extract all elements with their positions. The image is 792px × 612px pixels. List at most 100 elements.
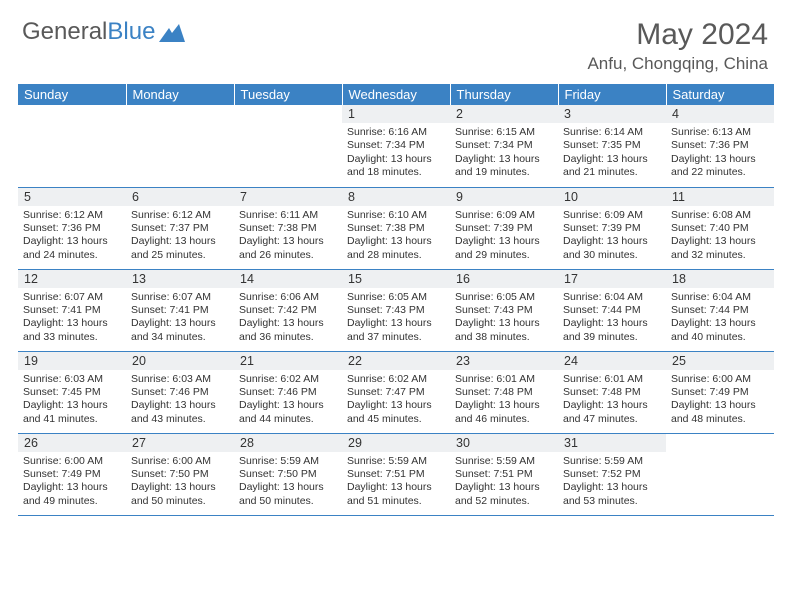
calendar-cell: 10Sunrise: 6:09 AMSunset: 7:39 PMDayligh… (558, 187, 666, 269)
calendar-cell: .. (18, 105, 126, 187)
day-info: Sunrise: 6:11 AMSunset: 7:38 PMDaylight:… (234, 206, 342, 266)
calendar-cell: .. (126, 105, 234, 187)
day-number: 17 (558, 270, 666, 288)
calendar-cell: 15Sunrise: 6:05 AMSunset: 7:43 PMDayligh… (342, 269, 450, 351)
calendar-week-row: 12Sunrise: 6:07 AMSunset: 7:41 PMDayligh… (18, 269, 774, 351)
calendar-cell: 25Sunrise: 6:00 AMSunset: 7:49 PMDayligh… (666, 351, 774, 433)
location: Anfu, Chongqing, China (587, 54, 768, 74)
weekday-header: Friday (558, 84, 666, 105)
weekday-header: Saturday (666, 84, 774, 105)
calendar-cell: 12Sunrise: 6:07 AMSunset: 7:41 PMDayligh… (18, 269, 126, 351)
day-info: Sunrise: 6:02 AMSunset: 7:47 PMDaylight:… (342, 370, 450, 430)
logo-text-2: Blue (107, 18, 155, 46)
calendar-cell: 28Sunrise: 5:59 AMSunset: 7:50 PMDayligh… (234, 433, 342, 515)
day-number: 19 (18, 352, 126, 370)
calendar-cell: 13Sunrise: 6:07 AMSunset: 7:41 PMDayligh… (126, 269, 234, 351)
calendar-cell: 30Sunrise: 5:59 AMSunset: 7:51 PMDayligh… (450, 433, 558, 515)
day-info: Sunrise: 6:06 AMSunset: 7:42 PMDaylight:… (234, 288, 342, 348)
day-info: Sunrise: 6:16 AMSunset: 7:34 PMDaylight:… (342, 123, 450, 183)
day-info: Sunrise: 6:05 AMSunset: 7:43 PMDaylight:… (450, 288, 558, 348)
day-info: Sunrise: 6:00 AMSunset: 7:49 PMDaylight:… (666, 370, 774, 430)
day-number: 20 (126, 352, 234, 370)
day-number: 31 (558, 434, 666, 452)
day-number: 28 (234, 434, 342, 452)
day-number: 11 (666, 188, 774, 206)
day-number: 8 (342, 188, 450, 206)
day-number: 23 (450, 352, 558, 370)
calendar-cell: 31Sunrise: 5:59 AMSunset: 7:52 PMDayligh… (558, 433, 666, 515)
day-info: Sunrise: 6:03 AMSunset: 7:46 PMDaylight:… (126, 370, 234, 430)
calendar-cell: 3Sunrise: 6:14 AMSunset: 7:35 PMDaylight… (558, 105, 666, 187)
calendar-cell: 27Sunrise: 6:00 AMSunset: 7:50 PMDayligh… (126, 433, 234, 515)
logo-text-1: General (22, 18, 107, 46)
day-number: 10 (558, 188, 666, 206)
calendar-cell: .. (234, 105, 342, 187)
day-number: 18 (666, 270, 774, 288)
day-info: Sunrise: 6:15 AMSunset: 7:34 PMDaylight:… (450, 123, 558, 183)
calendar-week-row: 19Sunrise: 6:03 AMSunset: 7:45 PMDayligh… (18, 351, 774, 433)
day-info: Sunrise: 6:09 AMSunset: 7:39 PMDaylight:… (558, 206, 666, 266)
day-info: Sunrise: 6:00 AMSunset: 7:49 PMDaylight:… (18, 452, 126, 512)
calendar-cell: 20Sunrise: 6:03 AMSunset: 7:46 PMDayligh… (126, 351, 234, 433)
day-info: Sunrise: 6:01 AMSunset: 7:48 PMDaylight:… (450, 370, 558, 430)
day-number: 4 (666, 105, 774, 123)
day-info: Sunrise: 6:00 AMSunset: 7:50 PMDaylight:… (126, 452, 234, 512)
day-info: Sunrise: 6:01 AMSunset: 7:48 PMDaylight:… (558, 370, 666, 430)
calendar-cell: 19Sunrise: 6:03 AMSunset: 7:45 PMDayligh… (18, 351, 126, 433)
calendar-week-row: 26Sunrise: 6:00 AMSunset: 7:49 PMDayligh… (18, 433, 774, 515)
day-info: Sunrise: 5:59 AMSunset: 7:51 PMDaylight:… (342, 452, 450, 512)
day-number: 29 (342, 434, 450, 452)
calendar-cell: 17Sunrise: 6:04 AMSunset: 7:44 PMDayligh… (558, 269, 666, 351)
calendar-cell: 4Sunrise: 6:13 AMSunset: 7:36 PMDaylight… (666, 105, 774, 187)
calendar-cell: 16Sunrise: 6:05 AMSunset: 7:43 PMDayligh… (450, 269, 558, 351)
calendar-body: ......1Sunrise: 6:16 AMSunset: 7:34 PMDa… (18, 105, 774, 515)
day-info: Sunrise: 6:04 AMSunset: 7:44 PMDaylight:… (558, 288, 666, 348)
calendar-table: SundayMondayTuesdayWednesdayThursdayFrid… (18, 84, 774, 516)
calendar-cell: 8Sunrise: 6:10 AMSunset: 7:38 PMDaylight… (342, 187, 450, 269)
calendar-cell: .. (666, 433, 774, 515)
day-info: Sunrise: 6:03 AMSunset: 7:45 PMDaylight:… (18, 370, 126, 430)
day-info: Sunrise: 6:09 AMSunset: 7:39 PMDaylight:… (450, 206, 558, 266)
calendar-cell: 23Sunrise: 6:01 AMSunset: 7:48 PMDayligh… (450, 351, 558, 433)
weekday-header: Thursday (450, 84, 558, 105)
day-info: Sunrise: 6:05 AMSunset: 7:43 PMDaylight:… (342, 288, 450, 348)
day-info: Sunrise: 6:02 AMSunset: 7:46 PMDaylight:… (234, 370, 342, 430)
calendar-week-row: ......1Sunrise: 6:16 AMSunset: 7:34 PMDa… (18, 105, 774, 187)
calendar-cell: 2Sunrise: 6:15 AMSunset: 7:34 PMDaylight… (450, 105, 558, 187)
day-number: 13 (126, 270, 234, 288)
day-number: 30 (450, 434, 558, 452)
weekday-header-row: SundayMondayTuesdayWednesdayThursdayFrid… (18, 84, 774, 105)
day-number: 6 (126, 188, 234, 206)
weekday-header: Wednesday (342, 84, 450, 105)
day-number: 22 (342, 352, 450, 370)
calendar-cell: 11Sunrise: 6:08 AMSunset: 7:40 PMDayligh… (666, 187, 774, 269)
calendar-cell: 5Sunrise: 6:12 AMSunset: 7:36 PMDaylight… (18, 187, 126, 269)
day-number: 21 (234, 352, 342, 370)
day-info: Sunrise: 6:13 AMSunset: 7:36 PMDaylight:… (666, 123, 774, 183)
calendar-cell: 1Sunrise: 6:16 AMSunset: 7:34 PMDaylight… (342, 105, 450, 187)
header: GeneralBlue May 2024 Anfu, Chongqing, Ch… (18, 18, 774, 74)
day-info: Sunrise: 6:14 AMSunset: 7:35 PMDaylight:… (558, 123, 666, 183)
day-info: Sunrise: 5:59 AMSunset: 7:52 PMDaylight:… (558, 452, 666, 512)
day-number: 15 (342, 270, 450, 288)
day-number: 9 (450, 188, 558, 206)
calendar-cell: 6Sunrise: 6:12 AMSunset: 7:37 PMDaylight… (126, 187, 234, 269)
title-block: May 2024 Anfu, Chongqing, China (587, 18, 774, 74)
weekday-header: Sunday (18, 84, 126, 105)
day-number: 7 (234, 188, 342, 206)
day-info: Sunrise: 6:12 AMSunset: 7:36 PMDaylight:… (18, 206, 126, 266)
day-number: 5 (18, 188, 126, 206)
day-info: Sunrise: 6:12 AMSunset: 7:37 PMDaylight:… (126, 206, 234, 266)
calendar-cell: 24Sunrise: 6:01 AMSunset: 7:48 PMDayligh… (558, 351, 666, 433)
weekday-header: Tuesday (234, 84, 342, 105)
month-title: May 2024 (587, 18, 768, 52)
calendar-cell: 29Sunrise: 5:59 AMSunset: 7:51 PMDayligh… (342, 433, 450, 515)
logo: GeneralBlue (18, 18, 185, 46)
calendar-cell: 18Sunrise: 6:04 AMSunset: 7:44 PMDayligh… (666, 269, 774, 351)
day-info: Sunrise: 6:07 AMSunset: 7:41 PMDaylight:… (18, 288, 126, 348)
day-info: Sunrise: 6:10 AMSunset: 7:38 PMDaylight:… (342, 206, 450, 266)
calendar-cell: 21Sunrise: 6:02 AMSunset: 7:46 PMDayligh… (234, 351, 342, 433)
day-number: 27 (126, 434, 234, 452)
day-number: 26 (18, 434, 126, 452)
day-info: Sunrise: 5:59 AMSunset: 7:51 PMDaylight:… (450, 452, 558, 512)
